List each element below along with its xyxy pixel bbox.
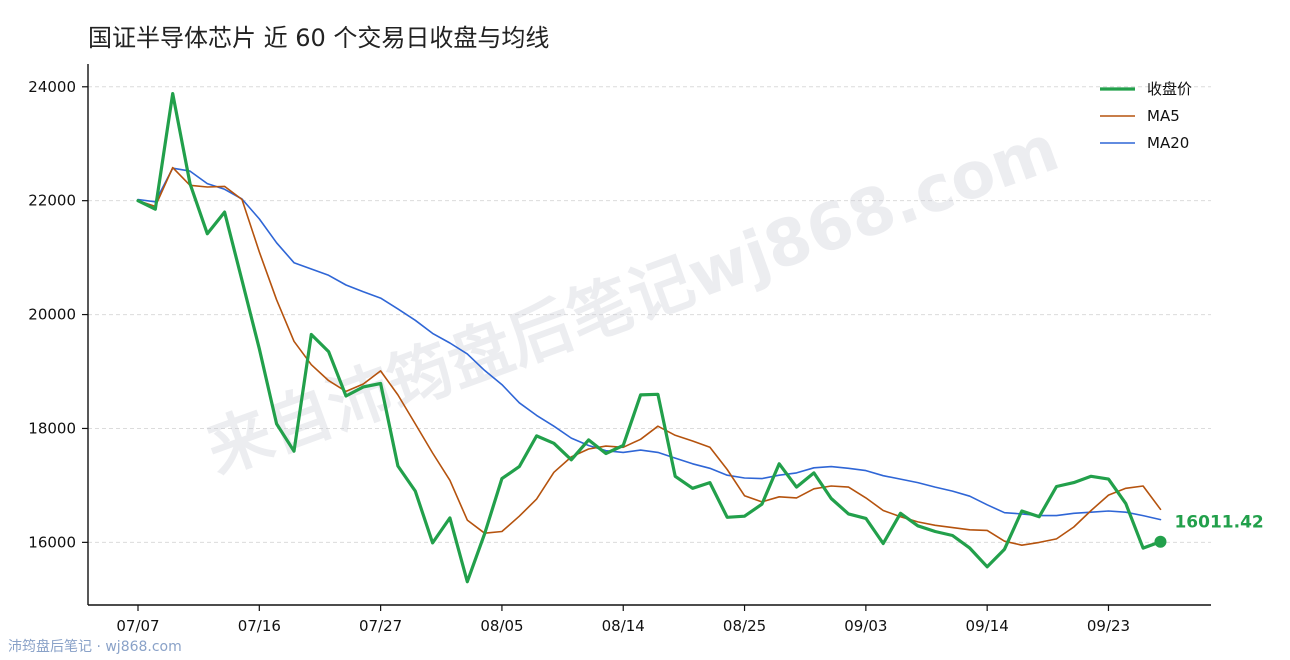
x-tick-label: 08/05 [480, 617, 523, 635]
watermark-text: 来自沛筠盘后笔记wj868.com [198, 112, 1069, 489]
last-close-dot [1154, 535, 1167, 548]
y-tick-label: 24000 [28, 78, 76, 96]
y-tick-label: 20000 [28, 306, 76, 324]
y-ticks: 16000 18000 20000 22000 24000 [28, 78, 88, 551]
footer-credit: 沛筠盘后笔记 · wj868.com [8, 639, 182, 655]
last-close-label: 16011.42 [1174, 513, 1263, 533]
x-tick-label: 09/03 [844, 617, 887, 635]
chart-title: 国证半导体芯片 近 60 个交易日收盘与均线 [88, 24, 550, 52]
series-line-ma5 [137, 166, 1162, 547]
axes [87, 64, 1211, 606]
y-tick-label: 16000 [28, 533, 76, 551]
series-lines [136, 91, 1163, 584]
last-point-marker: 16011.42 [1154, 513, 1264, 548]
x-ticks: 07/07 07/16 07/27 08/05 08/14 08/25 09/03 09/14… [116, 605, 1130, 635]
y-tick-label: 18000 [28, 419, 76, 437]
legend: 收盘价 MA5 MA20 [1100, 80, 1192, 152]
legend-label: MA5 [1147, 107, 1180, 125]
gridlines [88, 86, 1211, 543]
x-tick-label: 07/07 [116, 617, 159, 635]
x-tick-label: 07/16 [238, 617, 281, 635]
y-tick-label: 22000 [28, 192, 76, 210]
x-tick-label: 08/14 [602, 617, 645, 635]
legend-label: MA20 [1147, 134, 1189, 152]
series-line-close [136, 91, 1163, 584]
x-tick-label: 09/23 [1087, 617, 1130, 635]
x-tick-label: 09/14 [966, 617, 1009, 635]
legend-label: 收盘价 [1147, 80, 1192, 98]
x-tick-label: 08/25 [723, 617, 766, 635]
series-line-ma20 [137, 167, 1162, 521]
x-tick-label: 07/27 [359, 617, 402, 635]
